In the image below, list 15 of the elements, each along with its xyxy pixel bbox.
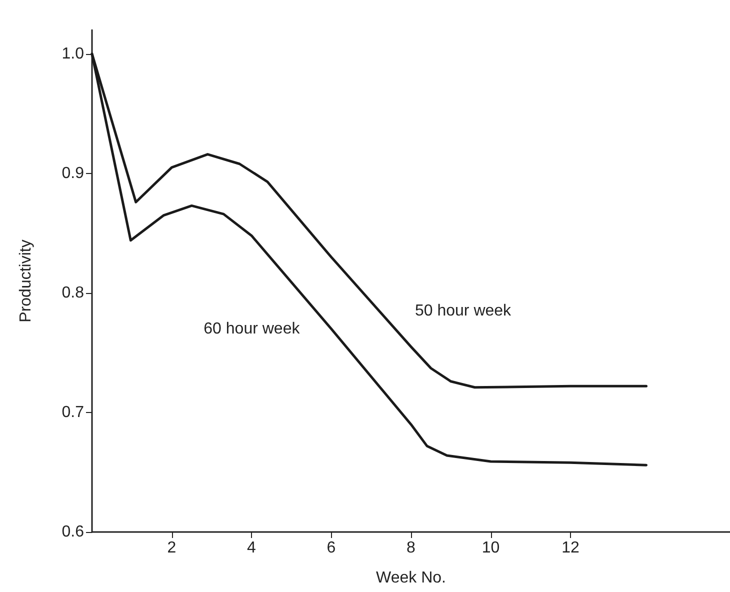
- y-axis-title: Productivity: [18, 240, 34, 322]
- x-tick-label: 4: [247, 540, 256, 556]
- x-tick-label: 2: [167, 540, 176, 556]
- x-tick-label: 12: [562, 540, 580, 556]
- x-tick-label: 8: [406, 540, 416, 556]
- x-tick-label: 6: [326, 540, 336, 556]
- series-label: 50 hour week: [414, 302, 512, 320]
- y-tick-label: 1.0: [62, 45, 84, 62]
- y-tick-label: 0.9: [62, 164, 84, 182]
- x-tick-label: 10: [482, 540, 500, 556]
- series-label: 60 hour week: [204, 320, 301, 338]
- x-axis-title: Week No.: [376, 570, 446, 586]
- y-tick-label: 0.7: [62, 404, 84, 421]
- y-tick-label: 0.8: [62, 284, 84, 302]
- y-tick-label: 0.6: [62, 524, 84, 540]
